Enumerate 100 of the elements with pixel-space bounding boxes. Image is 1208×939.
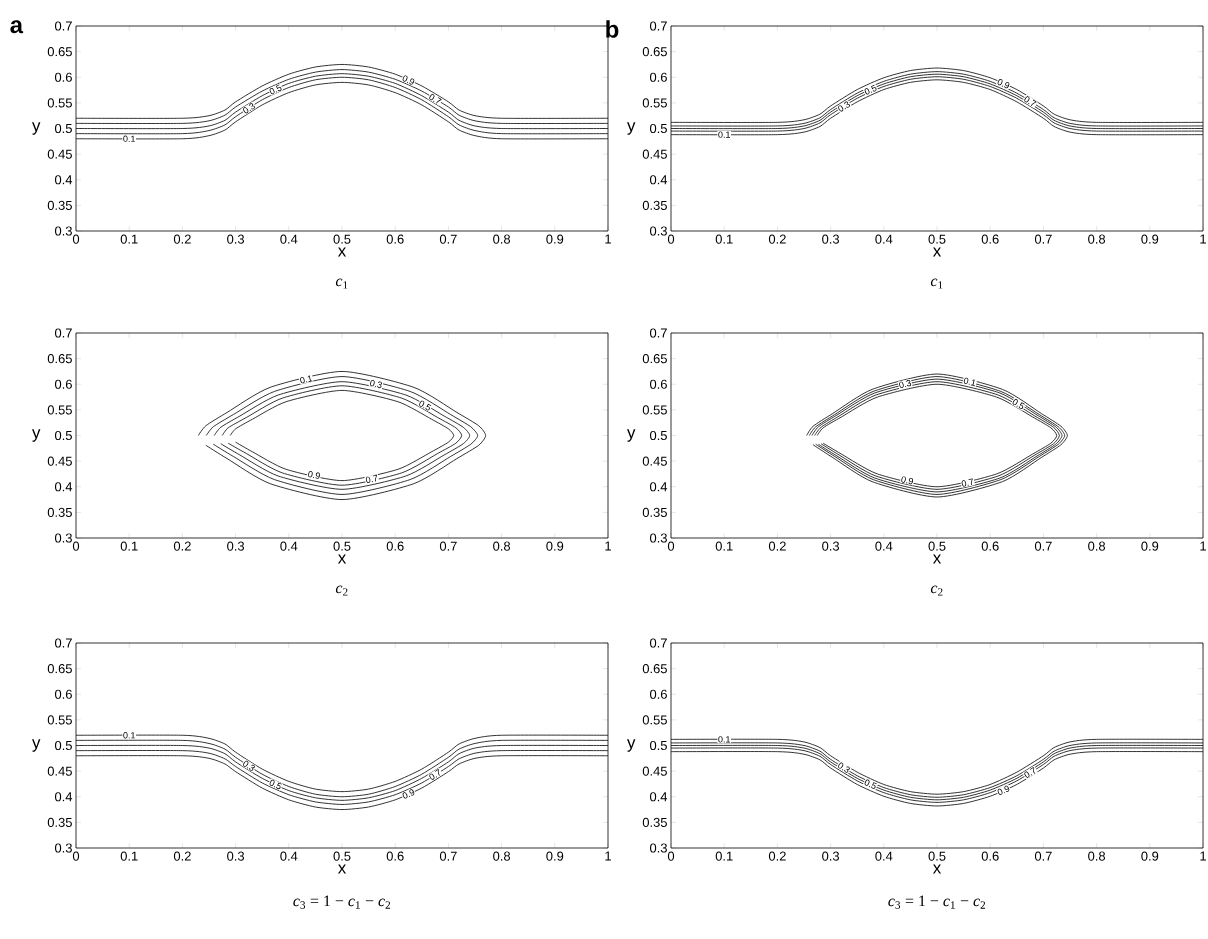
text: 0.9 [402, 75, 415, 85]
y-tick-label: 0.35 [47, 507, 72, 517]
y-tick-label: 0.6 [649, 689, 667, 699]
y-tick-label: 0.5 [649, 430, 667, 441]
x-tick-label: 0.6 [981, 541, 999, 551]
y-tick-label: 0.7 [649, 638, 667, 648]
y-tick-label: 0.55 [47, 98, 72, 108]
x-tick-label: 0.7 [1034, 541, 1052, 551]
x-tick-label: 0.7 [1034, 851, 1052, 861]
y-tick-label: 0.3 [54, 226, 72, 236]
x-tick-label: 0.9 [1141, 234, 1159, 244]
x-tick-label: 0.4 [280, 541, 298, 551]
x-tick-label: 1 [1200, 541, 1206, 551]
series-label: 0.1 [718, 131, 730, 138]
x-tick-label: 0.8 [1088, 541, 1106, 551]
y-tick-label: 0.7 [54, 638, 72, 648]
y-axis-title: y [32, 429, 41, 442]
x-tick-label: 0.9 [546, 541, 564, 551]
y-tick-label: 0.3 [649, 226, 667, 236]
x-tick-label: 0.4 [875, 541, 893, 551]
y-tick-label: 0.5 [649, 740, 667, 751]
y-tick-label: 0.65 [47, 664, 72, 674]
text: 0.9 [901, 476, 914, 485]
y-tick-label: 0.45 [642, 456, 667, 466]
y-tick-label: 0.45 [47, 149, 72, 159]
x-tick-label: 0.1 [715, 234, 733, 244]
y-tick-label: 0.65 [642, 354, 667, 364]
y-tick-label: 0.4 [649, 175, 668, 185]
y-tick-label: 0.65 [47, 47, 72, 57]
x-tick-label: 0.7 [439, 541, 457, 551]
x-tick-label: 0.9 [1141, 541, 1159, 551]
y-tick-label: 0.55 [642, 715, 667, 725]
chart-title: b [606, 20, 619, 38]
text: c$_{3}$ = 1 − c$_{1}$ − c$_{2}$ [293, 895, 391, 909]
x-tick-label: 0.6 [386, 851, 404, 861]
y-axis-title: y [627, 122, 636, 135]
text: c$_{1}$ [335, 278, 348, 289]
text: 0.9 [308, 471, 320, 479]
text: 0.7 [429, 769, 440, 780]
x-tick-label: 0.8 [1088, 234, 1106, 244]
x-tick-label: 1 [605, 541, 611, 551]
x-tick-label: 0.4 [875, 851, 893, 861]
y-tick-label: 0.65 [47, 354, 72, 364]
text: 0.9 [997, 79, 1010, 89]
series-label: 0.1 [123, 135, 135, 142]
x-tick-label: 0.5 [928, 234, 946, 244]
x-tick-label: 0.1 [715, 541, 733, 551]
text: 0.3 [838, 762, 850, 773]
text: 0.5 [1012, 399, 1025, 409]
y-tick-label: 0.45 [642, 149, 667, 159]
x-tick-label: 1 [1200, 234, 1206, 244]
x-tick-label: 0.8 [1088, 851, 1106, 861]
y-tick-label: 0.7 [649, 21, 667, 31]
x-tick-label: 0.2 [768, 234, 786, 244]
text: 0.7 [429, 94, 442, 104]
y-tick-label: 0.55 [642, 405, 667, 415]
x-tick-label: 0 [72, 234, 80, 244]
x-tick-label: 0.2 [768, 541, 786, 551]
x-tick-label: 0.3 [227, 541, 245, 551]
x-tick-label: 0.4 [280, 234, 298, 244]
x-tick-label: 0.1 [120, 234, 138, 244]
y-tick-label: 0.35 [642, 817, 667, 827]
y-tick-label: 0.4 [649, 792, 668, 802]
x-tick-label: 0.5 [333, 541, 351, 551]
x-tick-label: 0.7 [1034, 234, 1052, 244]
y-tick-label: 0.4 [54, 175, 73, 185]
x-tick-label: 0.2 [173, 234, 191, 244]
x-tick-label: 1 [605, 234, 611, 244]
x-axis-title: x [337, 247, 347, 257]
y-tick-label: 0.3 [54, 843, 72, 853]
text: 0.5 [864, 779, 877, 789]
y-tick-label: 0.7 [54, 328, 72, 338]
y-tick-label: 0.6 [649, 72, 667, 82]
text: 0.5 [269, 779, 282, 790]
text: 0.1 [300, 375, 313, 384]
y-tick-label: 0.35 [47, 817, 72, 827]
y-tick-label: 0.5 [54, 123, 72, 134]
x-tick-label: 0.9 [1141, 851, 1159, 861]
y-tick-label: 0.5 [54, 430, 72, 441]
x-tick-label: 0 [667, 541, 675, 551]
y-tick-label: 0.55 [47, 405, 72, 415]
x-tick-label: 0.6 [981, 851, 999, 861]
y-tick-label: 0.7 [649, 328, 667, 338]
y-tick-label: 0.4 [54, 792, 73, 802]
x-tick-label: 0.1 [120, 541, 138, 551]
y-tick-label: 0.35 [47, 200, 72, 210]
text: c$_{3}$ = 1 − c$_{1}$ − c$_{2}$ [888, 895, 986, 909]
x-tick-label: 0.5 [928, 851, 946, 861]
text: 0.7 [961, 478, 973, 487]
text: 0.3 [899, 379, 912, 389]
x-tick-label: 0 [667, 851, 675, 861]
text: 0.3 [243, 103, 255, 114]
y-tick-label: 0.45 [47, 766, 72, 776]
x-tick-label: 0.2 [173, 851, 191, 861]
x-tick-label: 0.2 [173, 541, 191, 551]
text: 0.9 [402, 789, 415, 799]
y-tick-label: 0.6 [54, 689, 72, 699]
y-tick-label: 0.7 [54, 21, 72, 31]
y-tick-label: 0.4 [54, 482, 73, 492]
x-tick-label: 0.8 [493, 234, 511, 244]
